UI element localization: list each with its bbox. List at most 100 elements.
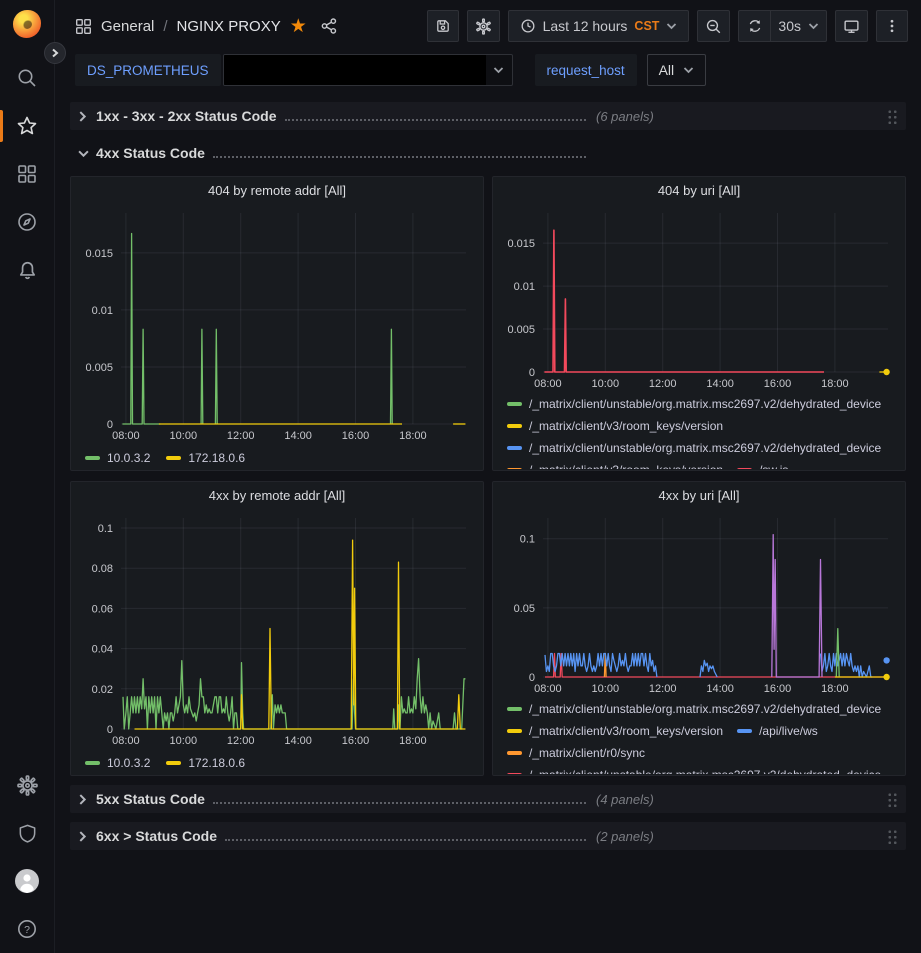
chevron-right-icon — [50, 48, 60, 58]
svg-text:18:00: 18:00 — [399, 735, 427, 747]
row-header-6xx[interactable]: 6xx > Status Code (2 panels) — [70, 822, 906, 850]
legend-label: /_matrix/client/r0/sync — [529, 746, 645, 760]
legend-item[interactable]: /api/live/ws — [737, 720, 818, 742]
legend-label: 10.0.3.2 — [107, 451, 150, 465]
dashboard-body: 1xx - 3xx - 2xx Status Code (6 panels) 4… — [55, 95, 921, 953]
legend-item[interactable]: /_matrix/client/v3/room_keys/version — [507, 459, 723, 469]
dashboards-grid-icon — [17, 164, 37, 184]
dashboard-grid-icon[interactable] — [75, 18, 92, 35]
panel-legend: /_matrix/client/unstable/org.matrix.msc2… — [499, 698, 899, 774]
nav-toolbar: General / NGINX PROXY ★ Last 12 hours — [55, 0, 921, 52]
variable-label-ds-prometheus[interactable]: DS_PROMETHEUS — [75, 54, 221, 86]
sidebar-item-alerting[interactable] — [0, 246, 55, 294]
row-drag-handle[interactable] — [887, 829, 898, 844]
row-header-1xx-3xx-2xx[interactable]: 1xx - 3xx - 2xx Status Code (6 panels) — [70, 102, 906, 130]
row-header-5xx[interactable]: 5xx Status Code (4 panels) — [70, 785, 906, 813]
refresh-interval-dropdown[interactable]: 30s — [770, 10, 827, 42]
legend-swatch — [507, 751, 522, 755]
clock-icon — [520, 18, 536, 34]
svg-text:14:00: 14:00 — [706, 378, 734, 390]
sidebar-item-help[interactable]: ? — [0, 905, 55, 953]
share-icon[interactable] — [320, 17, 338, 35]
legend-item[interactable]: /_matrix/client/v3/room_keys/version — [507, 415, 723, 437]
row-drag-handle[interactable] — [887, 792, 898, 807]
breadcrumb: General / NGINX PROXY ★ — [75, 17, 338, 36]
svg-text:08:00: 08:00 — [112, 735, 140, 747]
variable-value-ds-prometheus[interactable] — [223, 54, 513, 86]
zoom-out-icon — [705, 18, 722, 35]
panel-title[interactable]: 4xx by remote addr [All] — [77, 482, 477, 508]
panel-legend: /_matrix/client/unstable/org.matrix.msc2… — [499, 393, 899, 469]
svg-text:10:00: 10:00 — [592, 683, 620, 695]
legend-item[interactable]: /_matrix/client/unstable/org.matrix.msc2… — [507, 698, 881, 720]
row-title-block: 6xx > Status Code — [96, 828, 588, 844]
svg-text:0.06: 0.06 — [92, 603, 113, 615]
tv-mode-button[interactable] — [835, 10, 868, 42]
row-drag-handle[interactable] — [887, 109, 898, 124]
dashboard-settings-button[interactable] — [467, 10, 500, 42]
svg-text:18:00: 18:00 — [821, 683, 849, 695]
legend-item[interactable]: 172.18.0.6 — [166, 752, 245, 774]
svg-text:0.005: 0.005 — [85, 362, 113, 374]
avatar — [14, 868, 40, 894]
time-series-plot[interactable]: 08:0010:0012:0014:0016:0018:0000.0050.01… — [499, 203, 895, 393]
time-series-plot[interactable]: 08:0010:0012:0014:0016:0018:0000.020.040… — [77, 508, 473, 750]
legend-item[interactable]: /_matrix/client/unstable/org.matrix.msc2… — [507, 437, 881, 459]
row-panel-count: (2 panels) — [596, 829, 654, 844]
panel-title[interactable]: 4xx by uri [All] — [499, 482, 899, 508]
legend-item[interactable]: /_matrix/client/r0/sync — [507, 742, 645, 764]
svg-text:0.015: 0.015 — [85, 248, 113, 260]
sidebar-item-starred[interactable] — [0, 102, 55, 150]
svg-text:0.04: 0.04 — [92, 644, 113, 656]
kebab-menu-button[interactable] — [876, 10, 908, 42]
legend-item[interactable]: 10.0.3.2 — [85, 447, 150, 469]
panel-grid: 404 by remote addr [All]08:0010:0012:001… — [70, 176, 906, 776]
sidebar-item-search[interactable] — [0, 54, 55, 102]
time-range-picker[interactable]: Last 12 hours CST — [508, 10, 690, 42]
chevron-down-icon — [666, 22, 677, 30]
sidebar-item-server-admin[interactable] — [0, 809, 55, 857]
svg-text:14:00: 14:00 — [284, 430, 312, 442]
svg-text:12:00: 12:00 — [649, 378, 677, 390]
panel-title[interactable]: 404 by remote addr [All] — [77, 177, 477, 203]
time-series-plot[interactable]: 08:0010:0012:0014:0016:0018:0000.050.1 — [499, 508, 895, 698]
legend-swatch — [737, 729, 752, 733]
legend-swatch — [507, 729, 522, 733]
legend-item[interactable]: /_matrix/client/unstable/org.matrix.msc2… — [507, 764, 881, 774]
svg-text:0.08: 0.08 — [92, 563, 113, 575]
time-series-plot[interactable]: 08:0010:0012:0014:0016:0018:0000.0050.01… — [77, 203, 473, 445]
favorite-star-icon[interactable]: ★ — [290, 17, 307, 36]
refresh-button[interactable] — [738, 10, 770, 42]
sidebar-item-explore[interactable] — [0, 198, 55, 246]
sidebar-expand-button[interactable] — [44, 42, 66, 64]
legend-item[interactable]: /_matrix/client/unstable/org.matrix.msc2… — [507, 393, 881, 415]
sidebar-item-dashboards[interactable] — [0, 150, 55, 198]
variable-value-request-host[interactable]: All — [647, 54, 707, 86]
grafana-app: ? General / NGINX PROXY ★ — [0, 0, 921, 953]
row-panel-count: (4 panels) — [596, 792, 654, 807]
variable-label-request-host[interactable]: request_host — [535, 54, 637, 86]
svg-text:?: ? — [24, 924, 30, 936]
star-icon — [16, 115, 38, 137]
zoom-out-time-button[interactable] — [697, 10, 730, 42]
legend-item[interactable]: /sw.js — [737, 459, 788, 469]
grafana-logo-icon[interactable] — [13, 10, 41, 38]
row-title-block: 4xx Status Code — [96, 145, 588, 161]
sidebar-item-configuration[interactable] — [0, 761, 55, 809]
panel-title[interactable]: 404 by uri [All] — [499, 177, 899, 203]
sidebar-nav — [0, 54, 55, 294]
legend-item[interactable]: 172.18.0.6 — [166, 447, 245, 469]
svg-text:14:00: 14:00 — [706, 683, 734, 695]
gear-icon — [475, 18, 492, 35]
legend-label: 10.0.3.2 — [107, 756, 150, 770]
svg-text:0: 0 — [107, 419, 113, 431]
row-title-dots — [213, 802, 586, 804]
sidebar-item-profile[interactable] — [0, 857, 55, 905]
svg-text:0.1: 0.1 — [98, 523, 113, 535]
chevron-right-icon — [78, 111, 96, 122]
row-header-4xx[interactable]: 4xx Status Code — [70, 139, 906, 167]
breadcrumb-section[interactable]: General — [101, 18, 154, 35]
legend-item[interactable]: /_matrix/client/v3/room_keys/version — [507, 720, 723, 742]
save-dashboard-button[interactable] — [427, 10, 459, 42]
legend-item[interactable]: 10.0.3.2 — [85, 752, 150, 774]
